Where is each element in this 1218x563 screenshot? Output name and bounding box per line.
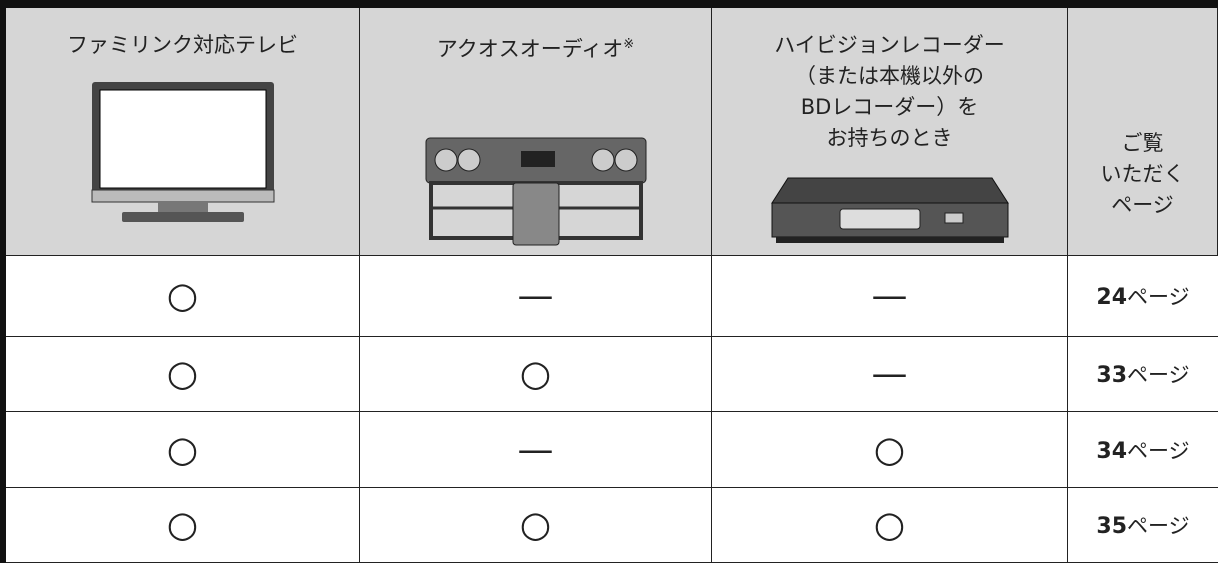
cell: ○ xyxy=(360,337,712,412)
header-cell: ハイビジョンレコーダー （または本機以外の BDレコーダー）を お持ちのとき xyxy=(712,8,1068,256)
page-number: 24 xyxy=(1096,285,1128,310)
header-line: BDレコーダー）を xyxy=(800,95,979,119)
header-line: （または本機以外の xyxy=(795,64,984,88)
page-number: 34 xyxy=(1096,438,1128,464)
cell: — xyxy=(712,337,1068,412)
mark-symbol: ○ xyxy=(873,429,906,470)
page-number: 35 xyxy=(1096,514,1128,539)
illustration xyxy=(421,133,651,257)
page-cell: 35ページ xyxy=(1068,488,1218,563)
mark-symbol: ○ xyxy=(873,504,906,546)
top-border xyxy=(0,0,1218,8)
page-ref: 33ページ xyxy=(1068,359,1218,389)
page-cell: 33ページ xyxy=(1068,337,1218,412)
header-cell: ファミリンク対応テレビ xyxy=(6,8,360,256)
cell: ○ xyxy=(712,412,1068,488)
header-text: （または本機以外の xyxy=(712,61,1067,91)
mark-symbol: ○ xyxy=(166,429,199,470)
header-text: お持ちのとき xyxy=(712,123,1067,153)
mark-symbol: — xyxy=(871,275,908,317)
header-line: ファミリンク対応テレビ xyxy=(67,33,298,57)
mark-symbol: ○ xyxy=(166,275,199,317)
mark-symbol: ○ xyxy=(519,504,552,546)
illustration xyxy=(770,173,1010,257)
page-ref: 35ページ xyxy=(1068,510,1218,540)
header-line: アクオスオーディオ xyxy=(436,37,624,61)
page-ref: 34ページ xyxy=(1068,435,1218,465)
left-border xyxy=(0,0,6,563)
header-note: ※ xyxy=(623,37,635,52)
header-cell: アクオスオーディオ※ xyxy=(360,8,712,256)
cell: ○ xyxy=(6,412,360,488)
page-suffix: ページ xyxy=(1127,438,1190,463)
page-cell: 34ページ xyxy=(1068,412,1218,488)
header-line: ご覧 xyxy=(1121,131,1164,155)
page-cell: 24ページ xyxy=(1068,256,1218,337)
cell: ○ xyxy=(6,337,360,412)
mark-symbol: — xyxy=(871,353,908,395)
header-text: ページ xyxy=(1068,190,1217,220)
mark-symbol: — xyxy=(517,429,554,470)
cell: ○ xyxy=(360,488,712,563)
header-line: ハイビジョンレコーダー xyxy=(774,33,1005,57)
page-suffix: ページ xyxy=(1127,363,1190,387)
illustration xyxy=(88,78,278,232)
page-number: 33 xyxy=(1096,363,1128,388)
header-text: ハイビジョンレコーダー xyxy=(712,30,1067,60)
header-cell: ご覧 いただく ページ xyxy=(1068,8,1218,256)
mark-symbol: ○ xyxy=(519,353,552,395)
header-text: アクオスオーディオ※ xyxy=(360,30,711,64)
cell: — xyxy=(360,256,712,337)
header-line: お持ちのとき xyxy=(826,126,953,150)
header-text: いただく xyxy=(1068,159,1217,189)
cell: ○ xyxy=(712,488,1068,563)
page-suffix: ページ xyxy=(1127,285,1190,309)
cell: — xyxy=(360,412,712,488)
page-suffix: ページ xyxy=(1127,514,1190,538)
cell: ○ xyxy=(6,488,360,563)
cell: — xyxy=(712,256,1068,337)
header-text: ご覧 xyxy=(1068,128,1217,158)
page-ref: 24ページ xyxy=(1068,281,1218,311)
cell: ○ xyxy=(6,256,360,337)
header-text: ファミリンク対応テレビ xyxy=(6,30,359,60)
mark-symbol: ○ xyxy=(166,504,199,546)
mark-symbol: — xyxy=(517,275,554,317)
mark-symbol: ○ xyxy=(166,353,199,395)
header-line: ページ xyxy=(1111,193,1174,217)
header-text: BDレコーダー）を xyxy=(712,92,1067,122)
header-line: いただく xyxy=(1100,162,1185,186)
